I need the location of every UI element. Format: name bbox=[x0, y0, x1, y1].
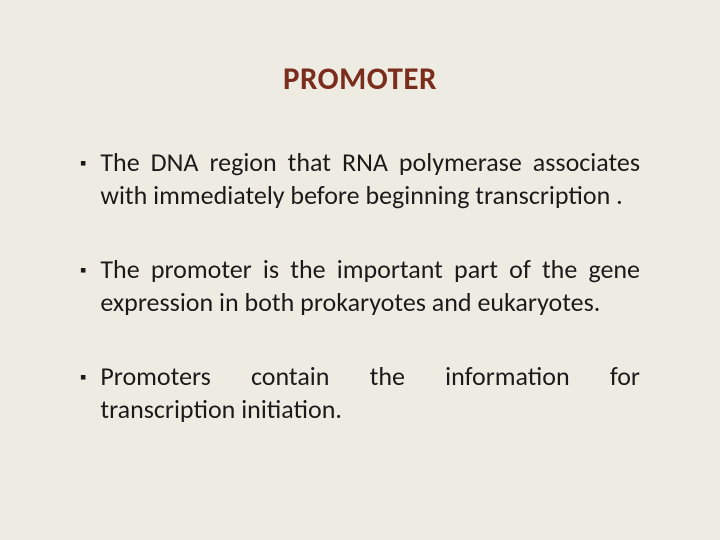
bullet-marker-icon: ▪ bbox=[80, 259, 86, 282]
bullet-text: The promoter is the important part of th… bbox=[100, 253, 640, 318]
bullet-item: ▪ The promoter is the important part of … bbox=[80, 253, 640, 318]
bullet-text: Promoters contain the information for tr… bbox=[100, 360, 640, 425]
bullet-text: The DNA region that RNA polymerase assoc… bbox=[100, 146, 640, 211]
slide-title: PROMOTER bbox=[80, 60, 640, 98]
bullet-marker-icon: ▪ bbox=[80, 152, 86, 175]
bullet-item: ▪ Promoters contain the information for … bbox=[80, 360, 640, 425]
bullet-item: ▪ The DNA region that RNA polymerase ass… bbox=[80, 146, 640, 211]
bullet-marker-icon: ▪ bbox=[80, 366, 86, 389]
